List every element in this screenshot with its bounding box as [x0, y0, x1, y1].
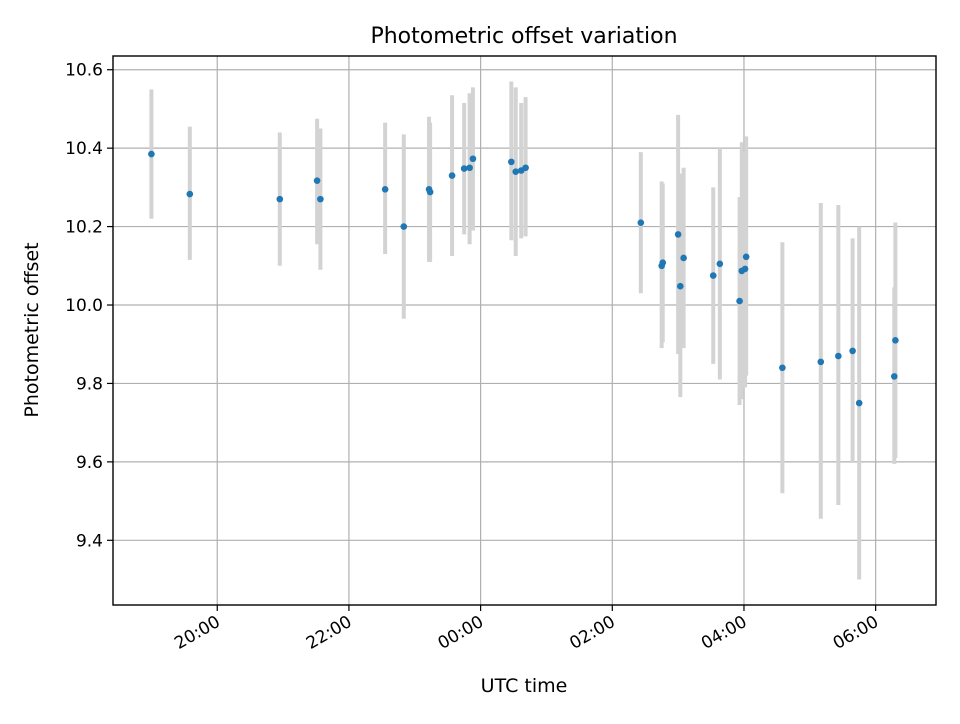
data-point	[736, 297, 743, 305]
x-axis-label: UTC time	[481, 675, 568, 697]
data-point	[891, 373, 898, 380]
data-point	[677, 282, 684, 290]
data-point	[186, 190, 194, 198]
data-point	[508, 158, 515, 166]
plot-frame	[112, 55, 937, 606]
data-point	[400, 223, 408, 230]
data-point	[742, 253, 750, 261]
data-point	[779, 364, 786, 372]
data-point	[659, 259, 667, 266]
data-point	[522, 164, 529, 172]
data-point	[426, 188, 434, 196]
data-point	[716, 260, 724, 268]
data-point	[817, 358, 825, 366]
y-tick-label: 10.4	[65, 139, 103, 159]
data-point	[680, 254, 687, 262]
data-point	[709, 272, 717, 279]
x-tick-label: 06:00	[830, 612, 882, 654]
y-tick-label: 10.0	[65, 296, 103, 316]
x-axis-ticks: 20:00 22:00 00:00 02:00 04:00 06:00	[171, 605, 882, 654]
y-tick-label: 9.8	[76, 374, 103, 394]
error-bars	[149, 81, 898, 580]
y-tick-label: 9.6	[76, 453, 103, 473]
data-point	[835, 352, 842, 360]
y-tick-label: 10.6	[65, 61, 103, 81]
x-tick-label: 04:00	[698, 612, 750, 654]
data-point	[313, 177, 321, 185]
data-point	[317, 195, 324, 203]
x-tick-label: 02:00	[566, 612, 618, 654]
data-point	[741, 265, 749, 273]
data-point	[148, 150, 155, 158]
data-point	[469, 155, 477, 163]
data-point	[512, 168, 520, 175]
data-point	[849, 347, 856, 355]
y-tick-label: 10.2	[65, 218, 103, 238]
data-point	[381, 186, 389, 193]
y-tick-label: 9.4	[76, 531, 103, 551]
x-tick-label: 22:00	[303, 612, 355, 654]
data-point	[674, 231, 682, 238]
x-tick-label: 00:00	[435, 612, 487, 654]
x-tick-label: 20:00	[171, 612, 223, 654]
data-point	[892, 337, 899, 344]
chart-title: Photometric offset variation	[370, 24, 677, 49]
data-point	[448, 172, 456, 179]
data-point	[460, 165, 468, 172]
data-points	[148, 150, 899, 407]
data-point	[466, 164, 473, 172]
y-axis-ticks: 9.4 9.6 9.8 10.0 10.2 10.4 10.6	[65, 61, 113, 551]
data-point	[276, 195, 284, 203]
data-point	[855, 399, 863, 407]
data-point	[637, 219, 645, 226]
y-axis-label: Photometric offset	[21, 242, 43, 417]
